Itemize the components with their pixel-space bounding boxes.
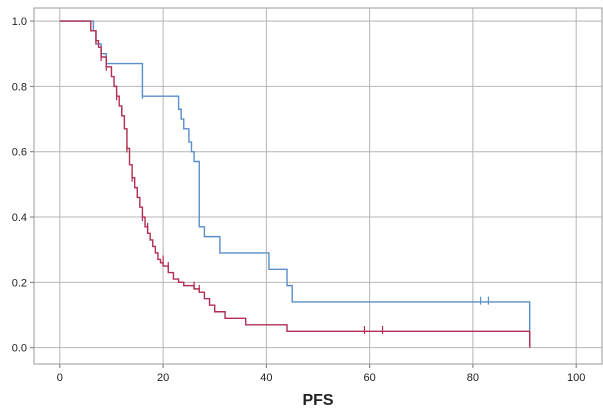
x-tick-label: 80: [467, 372, 479, 384]
y-tick-label: 0.0: [12, 343, 27, 355]
y-tick-label: 0.6: [12, 147, 27, 159]
y-tick-label: 0.4: [12, 212, 27, 224]
x-tick-label: 0: [57, 372, 63, 384]
x-tick-label: 40: [260, 372, 272, 384]
series-lines: [59, 20, 531, 348]
x-tick-label: 60: [364, 372, 376, 384]
x-tick-label: 100: [567, 372, 585, 384]
plot-background: [33, 7, 603, 365]
grid-lines: [30, 8, 602, 368]
series-1-line: [59, 20, 531, 348]
y-tick-label: 0.8: [12, 81, 27, 93]
tick-labels: 0 20 40 60 80 100 0.0 0.2 0.4 0.6 0.8 1.0: [12, 16, 586, 384]
x-tick-label: 20: [157, 372, 169, 384]
y-tick-label: 0.2: [12, 277, 27, 289]
y-tick-label: 1.0: [12, 16, 27, 28]
x-axis-title: PFS: [302, 392, 333, 409]
